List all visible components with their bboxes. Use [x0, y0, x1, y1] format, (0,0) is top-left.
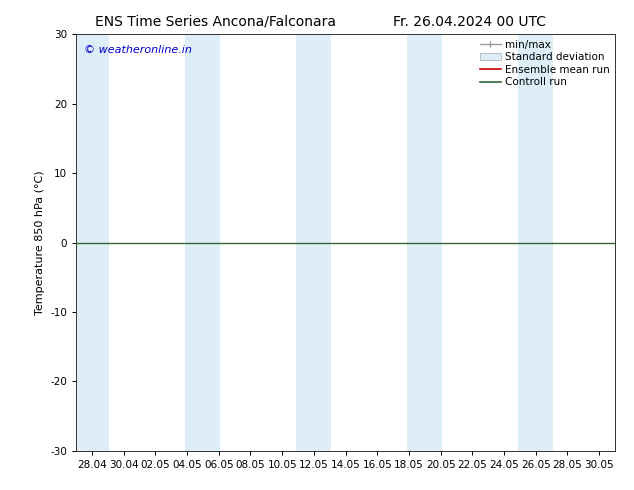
Text: © weatheronline.in: © weatheronline.in	[84, 45, 192, 55]
Legend: min/max, Standard deviation, Ensemble mean run, Controll run: min/max, Standard deviation, Ensemble me…	[478, 37, 612, 89]
Bar	[518, 34, 553, 451]
Bar	[185, 34, 221, 451]
Bar	[407, 34, 443, 451]
Text: ENS Time Series Ancona/Falconara: ENS Time Series Ancona/Falconara	[95, 15, 336, 29]
Y-axis label: Temperature 850 hPa (°C): Temperature 850 hPa (°C)	[35, 170, 44, 315]
Bar	[74, 34, 109, 451]
Bar	[296, 34, 331, 451]
Text: Fr. 26.04.2024 00 UTC: Fr. 26.04.2024 00 UTC	[393, 15, 546, 29]
